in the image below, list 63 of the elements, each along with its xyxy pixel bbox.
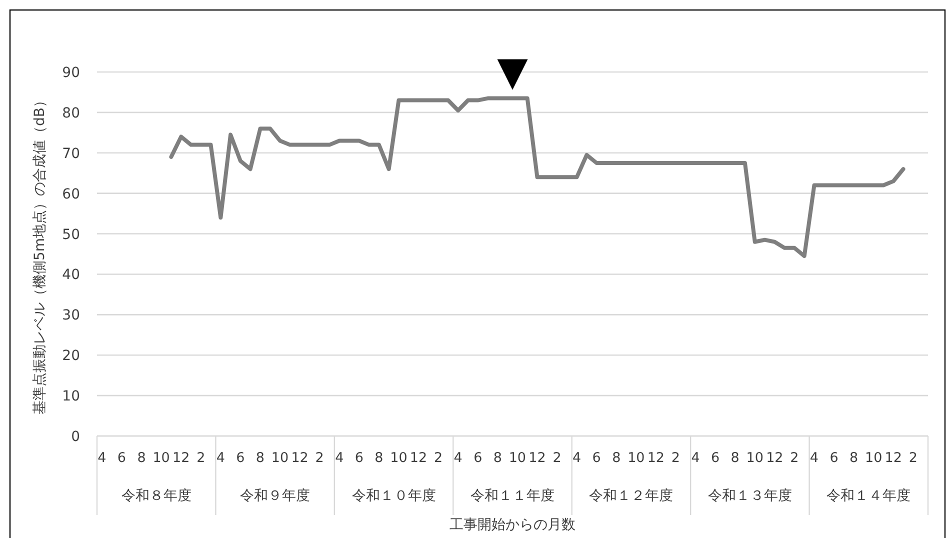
y-tick-label: 70: [62, 146, 80, 162]
x-tick-label: 10: [390, 450, 408, 466]
x-tick-label: 6: [830, 450, 838, 466]
x-tick-label: 4: [216, 450, 225, 466]
chart-title: ▼: [497, 49, 528, 95]
x-tick-label: 12: [291, 450, 308, 466]
x-tick-label: 10: [508, 450, 526, 466]
y-tick-label: 60: [62, 186, 80, 202]
x-tick-label: 12: [647, 450, 665, 466]
text: 令和１３年度: [708, 488, 792, 504]
line-series: [169, 96, 906, 258]
x-tick-label: 2: [790, 450, 799, 466]
y-tick-label: 50: [62, 226, 80, 243]
x-tick-label: 8: [493, 450, 502, 466]
x-tick-label: 10: [864, 450, 882, 466]
x-tick-label: 4: [98, 450, 106, 466]
text: 令和１１年度: [470, 488, 554, 504]
x-tick-label: 2: [552, 450, 562, 466]
x-tick-label: 2: [315, 450, 324, 466]
x-tick-label: 8: [612, 450, 621, 466]
y-tick-label: 0: [71, 429, 80, 445]
y-tick-label: 40: [62, 267, 80, 284]
y-tick-label: 80: [62, 105, 80, 122]
x-tick-label: 8: [256, 450, 265, 466]
text: 令和１４年度: [826, 488, 911, 504]
x-tick-label: 6: [592, 450, 601, 466]
x-tick-label: 12: [172, 450, 190, 466]
text: 令和１２年度: [589, 488, 674, 504]
x-tick-label: 2: [434, 450, 443, 466]
text: 令和８年度: [121, 488, 192, 504]
x-tick-label: 6: [117, 450, 126, 466]
y-axis-title: 基準点振動レベル（機側5m地点）の合成値（dB）: [32, 93, 48, 415]
x-tick-label: 6: [474, 450, 482, 466]
x-tick-label: 10: [271, 450, 289, 466]
x-tick-label: 4: [572, 450, 582, 466]
x-tick-label: 8: [374, 450, 384, 466]
x-tick-label: 8: [850, 450, 858, 466]
x-axis-title: 工事開始からの月数: [450, 517, 576, 533]
x-tick-label: 12: [884, 450, 902, 466]
x-tick-label: 10: [746, 450, 764, 466]
x-tick-label: 6: [711, 450, 720, 466]
x-tick-label: 2: [908, 450, 918, 466]
text: 令和１０年度: [352, 488, 436, 504]
x-tick-label: 10: [152, 450, 170, 466]
x-tick-label: 2: [196, 450, 206, 466]
y-tick-label: 90: [62, 65, 80, 81]
x-tick-label: 12: [766, 450, 784, 466]
x-tick-label: 6: [236, 450, 245, 466]
x-tick-label: 12: [528, 450, 546, 466]
y-tick-label: 10: [62, 388, 80, 405]
x-tick-label: 8: [730, 450, 740, 466]
x-tick-label: 4: [335, 450, 344, 466]
y-tick-label: 20: [62, 348, 80, 364]
x-tick-label: 2: [671, 450, 680, 466]
x-tick-label: 8: [137, 450, 146, 466]
x-tick-label: 4: [810, 450, 819, 466]
x-tick-label: 10: [628, 450, 645, 466]
x-tick-label: 12: [410, 450, 428, 466]
text: 令和９年度: [240, 488, 310, 504]
x-tick-label: 6: [354, 450, 364, 466]
x-tick-label: 4: [454, 450, 462, 466]
x-tick-label: 4: [691, 450, 700, 466]
y-tick-label: 30: [62, 308, 80, 324]
